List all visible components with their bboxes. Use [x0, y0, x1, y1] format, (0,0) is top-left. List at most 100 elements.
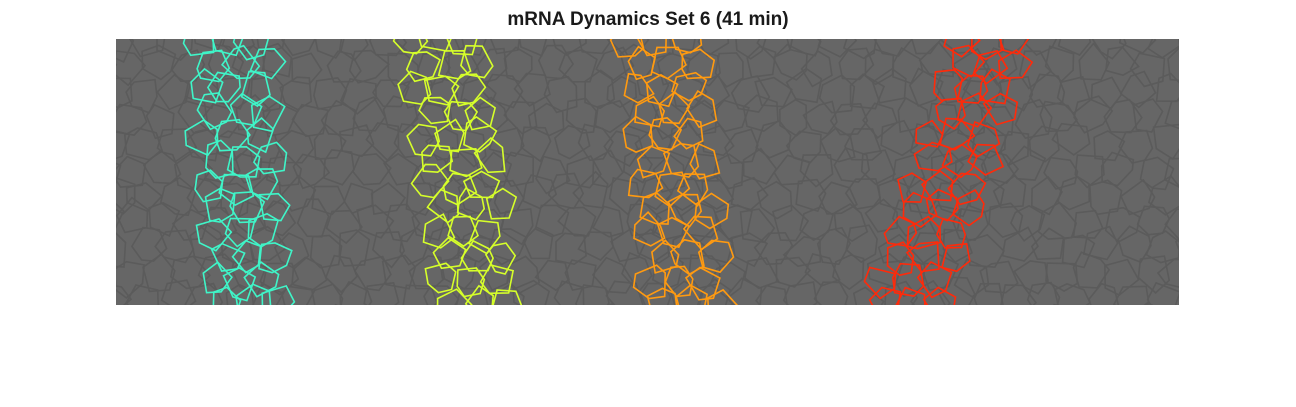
highlighted-cell	[633, 211, 666, 247]
highlighted-cell	[258, 242, 293, 274]
highlighted-cell	[943, 39, 981, 58]
highlighted-cell	[886, 241, 915, 277]
highlighted-cell	[392, 39, 429, 55]
highlighted-cell	[658, 91, 691, 125]
highlighted-cell	[953, 74, 989, 104]
highlighted-cell	[463, 116, 498, 153]
highlighted-cell	[951, 189, 985, 227]
highlighted-cell	[194, 169, 224, 203]
highlighted-cell	[221, 44, 261, 80]
highlighted-cell	[925, 188, 959, 222]
highlighted-cell	[689, 142, 721, 180]
highlighted-cell	[250, 95, 286, 133]
highlighted-cell	[939, 117, 976, 151]
stripe-orange-cells	[609, 39, 738, 305]
highlighted-cell	[405, 51, 442, 83]
highlighted-cell	[410, 163, 450, 199]
highlighted-cell	[632, 264, 667, 300]
highlighted-cell	[224, 217, 257, 248]
highlighted-cell	[897, 172, 928, 203]
highlighted-cell	[422, 213, 456, 249]
highlighted-cell	[479, 263, 515, 295]
highlighted-cell	[686, 90, 718, 129]
highlighted-cell	[646, 287, 678, 305]
highlighted-cell	[218, 173, 255, 207]
highlighted-cell	[952, 44, 986, 78]
highlighted-cell	[418, 39, 452, 52]
highlighted-cell	[226, 145, 261, 178]
highlighted-cell	[868, 286, 902, 305]
highlighted-cell	[967, 120, 1001, 159]
highlighted-cell	[446, 39, 478, 56]
highlighted-cell	[936, 217, 967, 249]
highlighted-cell	[667, 193, 703, 228]
highlighted-cell	[406, 123, 441, 157]
highlighted-cell	[671, 71, 708, 102]
highlighted-cell	[673, 117, 704, 150]
highlighted-cell	[210, 242, 246, 272]
highlighted-cell	[956, 92, 993, 128]
highlighted-cell	[261, 284, 296, 305]
highlighted-cell	[232, 39, 270, 61]
highlighted-cell	[978, 68, 1011, 105]
highlighted-cell	[637, 39, 667, 57]
highlighted-cell	[456, 187, 486, 221]
highlighted-cell	[464, 96, 497, 131]
stripe-cyan-cells	[182, 39, 296, 305]
highlighted-cell	[684, 266, 721, 301]
highlighted-cell	[190, 67, 224, 104]
highlighted-cell	[246, 117, 275, 154]
microscopy-image	[116, 39, 1179, 305]
highlighted-cell	[650, 46, 687, 80]
highlighted-cell	[460, 239, 494, 272]
highlighted-cell	[627, 168, 664, 199]
highlighted-cell	[196, 49, 231, 83]
highlighted-cell	[654, 171, 691, 208]
highlighted-cell	[694, 192, 730, 230]
highlighted-cell	[922, 286, 957, 305]
highlighted-cell	[902, 191, 938, 228]
highlighted-cell	[485, 187, 518, 220]
highlighted-cell	[464, 284, 495, 305]
highlighted-cell	[645, 73, 679, 108]
highlighted-cell	[648, 117, 683, 151]
highlighted-cell	[249, 47, 287, 80]
highlighted-cell	[214, 118, 251, 152]
highlighted-cell	[967, 143, 1005, 176]
highlighted-cell	[212, 286, 242, 305]
highlighted-cell	[196, 92, 233, 131]
highlighted-cell	[182, 39, 215, 57]
highlighted-cell	[627, 45, 657, 81]
highlighted-cell	[432, 236, 467, 270]
highlighted-cell	[473, 136, 506, 174]
highlighted-cell	[706, 288, 738, 305]
highlighted-cell	[423, 75, 460, 106]
figure-title: mRNA Dynamics Set 6 (41 min)	[507, 9, 789, 30]
highlighted-cell	[676, 173, 709, 207]
highlighted-cell	[426, 188, 460, 224]
highlighted-cell	[972, 49, 1009, 85]
highlighted-cell	[421, 144, 454, 174]
highlighted-cell	[451, 73, 487, 107]
highlighted-cell	[436, 288, 473, 305]
highlighted-cell	[258, 192, 291, 222]
highlighted-cell	[997, 49, 1034, 80]
highlighted-cell	[883, 215, 918, 247]
highlighted-cell	[252, 141, 288, 175]
highlighted-cell	[656, 216, 691, 249]
highlighted-cell	[947, 172, 987, 206]
highlighted-cell	[634, 95, 666, 128]
highlighted-cell	[492, 289, 523, 305]
highlighted-cell	[913, 141, 953, 172]
highlighted-cell	[229, 191, 266, 224]
highlighted-cell	[1000, 39, 1030, 55]
highlighted-cell	[447, 215, 479, 248]
highlighted-cell	[222, 266, 257, 302]
highlighted-cell	[970, 39, 1005, 61]
highlighted-cell	[229, 92, 263, 127]
highlighted-cell	[935, 97, 967, 131]
highlighted-cell	[682, 215, 719, 251]
highlighted-cell	[681, 48, 716, 80]
highlighted-cell	[623, 72, 655, 104]
highlighted-cell	[206, 71, 241, 103]
